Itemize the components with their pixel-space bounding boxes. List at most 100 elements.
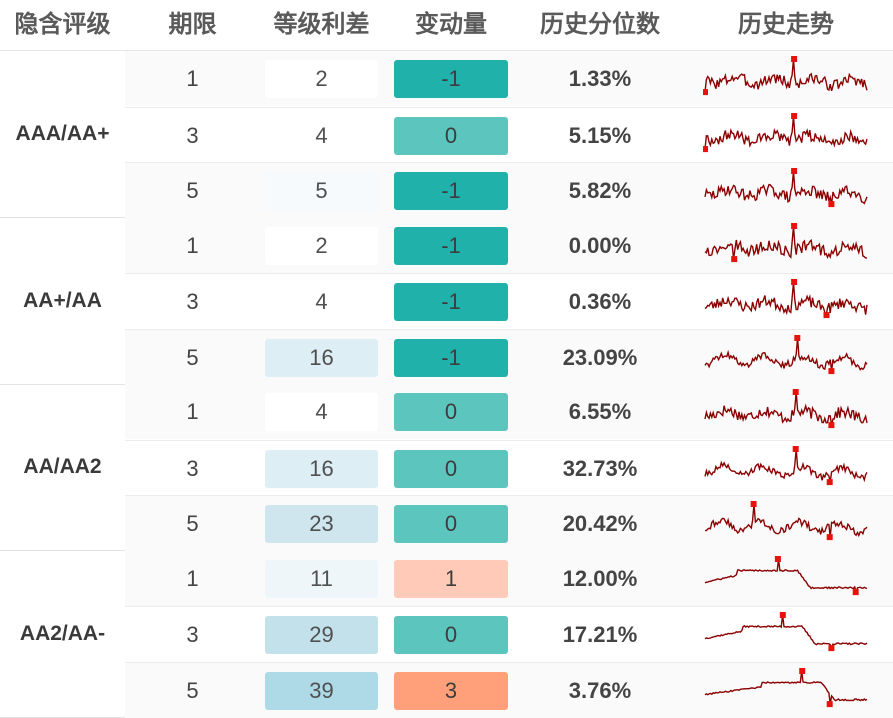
percentile-cell: 3.76% <box>568 677 632 703</box>
table-row[interactable]: 3 4 0 5.15% <box>125 106 893 163</box>
sparkline-marker <box>799 667 806 674</box>
sparkline-path <box>704 670 868 704</box>
sparkline-marker <box>826 478 833 485</box>
trend-sparkline <box>704 222 867 262</box>
spread-cell: 39 <box>265 671 378 710</box>
change-cell: 1 <box>394 559 508 598</box>
table-row[interactable]: 1 2 -1 0.00% <box>125 217 893 273</box>
table-row[interactable]: 3 29 0 17.21% <box>125 606 893 662</box>
rating-group: AA/AA2 1 4 0 6.55% 3 16 0 32.73% 5 23 0 20.42% <box>0 384 893 551</box>
table-row[interactable]: 1 11 1 12.00% <box>125 550 893 606</box>
change-cell: -1 <box>394 283 508 321</box>
sparkline-path <box>704 225 867 259</box>
trend-sparkline <box>704 334 868 374</box>
term-cell: 5 <box>186 677 199 703</box>
term-cell: 1 <box>186 66 199 91</box>
percentile-cell: 23.09% <box>562 344 638 370</box>
rating-group: AA+/AA 1 2 -1 0.00% 3 4 -1 0.36% 5 16 -1 23.09% <box>0 217 893 385</box>
term-cell: 3 <box>186 622 199 647</box>
term-cell: 3 <box>186 455 199 481</box>
percentile-cell: 32.73% <box>562 455 638 481</box>
table-row[interactable]: 5 23 0 20.42% <box>125 495 893 551</box>
trend-sparkline <box>704 612 868 652</box>
trend-sparkline <box>704 168 868 208</box>
change-cell: -1 <box>394 172 508 210</box>
sparkline-marker <box>731 255 738 262</box>
sparkline-marker <box>792 389 799 395</box>
sparkline-marker <box>823 312 830 319</box>
spread-cell: 2 <box>265 60 378 98</box>
table-header: 隐含评级 期限 等级利差 变动量 历史分位数 历史走势 <box>0 0 893 51</box>
sparkline-marker <box>750 501 757 507</box>
table-row[interactable]: 5 16 -1 23.09% <box>125 328 893 385</box>
term-cell: 1 <box>186 565 199 591</box>
term-cell: 3 <box>186 289 199 314</box>
percentile-cell: 1.33% <box>568 66 632 91</box>
sparkline-path <box>704 614 868 651</box>
grade-label: AA/AA2 <box>23 455 102 478</box>
sparkline-path <box>704 337 868 371</box>
trend-sparkline <box>703 56 868 96</box>
table-row[interactable]: 5 5 -1 5.82% <box>125 162 893 218</box>
sparkline-marker <box>791 168 798 174</box>
header-spread[interactable]: 等级利差 <box>273 11 370 38</box>
grade-label: AA2/AA- <box>19 621 106 645</box>
spread-cell: 5 <box>265 172 378 210</box>
spread-cell: 23 <box>265 505 378 543</box>
trend-sparkline <box>704 389 868 429</box>
percentile-cell: 12.00% <box>562 565 638 591</box>
sparkline-marker <box>779 612 786 618</box>
term-cell: 1 <box>186 232 199 258</box>
spread-cell: 4 <box>265 393 378 431</box>
trend-sparkline <box>704 667 868 707</box>
sparkline-marker <box>828 367 835 374</box>
sparkline-path <box>704 503 868 538</box>
percentile-cell: 5.82% <box>568 178 632 203</box>
table-row[interactable]: 1 2 -1 1.33% <box>125 51 893 106</box>
term-cell: 5 <box>186 344 199 370</box>
change-cell: -1 <box>394 60 508 98</box>
rating-group: AA2/AA- 1 11 1 12.00% 3 29 0 17.21% 5 39 3 3.76% <box>0 550 893 718</box>
spread-cell: 16 <box>265 449 378 488</box>
header-grade[interactable]: 隐含评级 <box>14 11 111 38</box>
term-cell: 3 <box>186 122 199 148</box>
trend-sparkline <box>703 112 868 152</box>
trend-sparkline <box>704 555 868 595</box>
sparkline-marker <box>794 334 801 341</box>
table-row[interactable]: 1 4 0 6.55% <box>125 384 893 439</box>
spread-cell: 4 <box>265 283 378 321</box>
table-row[interactable]: 3 4 -1 0.36% <box>125 273 893 329</box>
term-cell: 1 <box>186 399 199 424</box>
grade-label: AA+/AA <box>23 288 102 312</box>
sparkline-marker <box>792 445 799 452</box>
table-row[interactable]: 3 16 0 32.73% <box>125 439 893 496</box>
change-cell: 0 <box>394 116 508 155</box>
change-cell: -1 <box>394 338 508 377</box>
header-trend[interactable]: 历史走势 <box>738 11 834 38</box>
spread-cell: 16 <box>265 338 378 377</box>
change-cell: -1 <box>394 226 508 265</box>
trend-sparkline <box>704 279 868 319</box>
sparkline-marker <box>791 56 798 62</box>
trend-sparkline <box>704 501 868 541</box>
percentile-cell: 5.15% <box>568 122 632 148</box>
table-row[interactable]: 5 39 3 3.76% <box>125 661 893 718</box>
sparkline-path <box>704 58 868 93</box>
sparkline-path <box>704 281 868 318</box>
sparkline-path <box>704 170 868 205</box>
sparkline-marker <box>703 89 708 96</box>
change-cell: 0 <box>394 393 508 431</box>
sparkline-marker <box>826 534 833 541</box>
header-term[interactable]: 期限 <box>168 11 217 38</box>
sparkline-marker <box>791 112 798 119</box>
header-change[interactable]: 变动量 <box>415 11 487 38</box>
spread-cell: 4 <box>265 116 378 155</box>
sparkline-marker <box>852 588 859 595</box>
sparkline-marker <box>826 700 833 707</box>
change-cell: 0 <box>394 616 508 654</box>
sparkline-marker <box>828 422 835 429</box>
sparkline-marker <box>828 201 835 208</box>
header-percentile[interactable]: 历史分位数 <box>540 11 660 38</box>
percentile-cell: 0.00% <box>568 232 632 258</box>
